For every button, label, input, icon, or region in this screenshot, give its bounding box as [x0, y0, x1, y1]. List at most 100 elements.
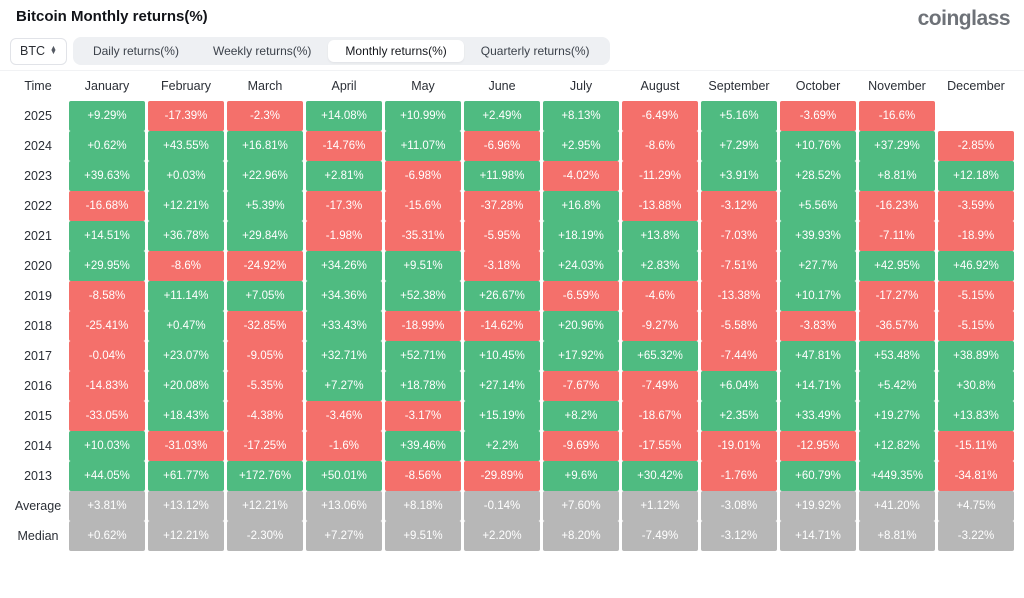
return-cell: +8.81% — [859, 521, 935, 551]
return-cell: +9.29% — [69, 101, 145, 131]
tab-quarterly[interactable]: Quarterly returns(%) — [480, 44, 590, 58]
return-cell: +8.13% — [543, 101, 619, 131]
return-cell: +36.78% — [148, 221, 224, 251]
time-column-header: Time — [24, 79, 52, 93]
returns-table: Time January February March April May June July… — [0, 70, 1024, 551]
return-cell: +14.08% — [306, 101, 382, 131]
return-cell: -3.22% — [938, 521, 1014, 551]
return-cell: -18.9% — [938, 221, 1014, 251]
row-label: 2021 — [24, 229, 52, 243]
return-cell: +39.63% — [69, 161, 145, 191]
return-cell: -17.25% — [227, 431, 303, 461]
return-cell: +42.95% — [859, 251, 935, 281]
return-cell: -5.35% — [227, 371, 303, 401]
return-cell: +0.03% — [148, 161, 224, 191]
return-cell: +14.71% — [780, 521, 856, 551]
return-cell: +61.77% — [148, 461, 224, 491]
return-cell: -1.76% — [701, 461, 777, 491]
return-cell: +5.56% — [780, 191, 856, 221]
return-cell: +2.49% — [464, 101, 540, 131]
return-cell: +7.27% — [306, 521, 382, 551]
tab-weekly[interactable]: Weekly returns(%) — [212, 44, 312, 58]
month-column-header: November — [868, 79, 926, 93]
table-row: 2017 -0.04% +23.07% -9.05% +32.71% +52.71% +10… — [10, 341, 1014, 371]
return-cell: -6.49% — [622, 101, 698, 131]
return-cell: +41.20% — [859, 491, 935, 521]
return-cell: +18.19% — [543, 221, 619, 251]
return-cell: -14.83% — [69, 371, 145, 401]
return-cell: -35.31% — [385, 221, 461, 251]
return-cell: -6.59% — [543, 281, 619, 311]
return-cell: -5.95% — [464, 221, 540, 251]
return-cell: +27.14% — [464, 371, 540, 401]
row-label: 2017 — [24, 349, 52, 363]
return-cell: +24.03% — [543, 251, 619, 281]
return-cell: -3.12% — [701, 521, 777, 551]
row-label: 2022 — [24, 199, 52, 213]
return-cell: -7.67% — [543, 371, 619, 401]
return-cell: -5.58% — [701, 311, 777, 341]
row-label: 2015 — [24, 409, 52, 423]
return-cell: +34.26% — [306, 251, 382, 281]
return-cell: +47.81% — [780, 341, 856, 371]
return-cell: +6.04% — [701, 371, 777, 401]
row-label: 2018 — [24, 319, 52, 333]
row-label: 2025 — [24, 109, 52, 123]
return-cell: +10.03% — [69, 431, 145, 461]
return-cell: +3.91% — [701, 161, 777, 191]
return-cell: -7.49% — [622, 371, 698, 401]
row-label: 2023 — [24, 169, 52, 183]
return-cell: +5.16% — [701, 101, 777, 131]
return-cell: +30.8% — [938, 371, 1014, 401]
return-cell: -3.83% — [780, 311, 856, 341]
return-cell: -13.38% — [701, 281, 777, 311]
return-cell: +13.83% — [938, 401, 1014, 431]
return-cell: -34.81% — [938, 461, 1014, 491]
row-label: 2020 — [24, 259, 52, 273]
return-cell: +29.95% — [69, 251, 145, 281]
return-cell: -2.3% — [227, 101, 303, 131]
return-cell: -13.88% — [622, 191, 698, 221]
month-column-header: July — [569, 79, 593, 93]
return-cell: +52.71% — [385, 341, 461, 371]
return-cell: -5.15% — [938, 281, 1014, 311]
return-cell: -6.98% — [385, 161, 461, 191]
row-label: Median — [17, 529, 59, 543]
return-cell: -4.38% — [227, 401, 303, 431]
return-cell: +20.08% — [148, 371, 224, 401]
return-cell: +13.12% — [148, 491, 224, 521]
tab-monthly[interactable]: Monthly returns(%) — [328, 40, 464, 62]
return-cell: +1.12% — [622, 491, 698, 521]
return-cell: -18.99% — [385, 311, 461, 341]
tab-daily[interactable]: Daily returns(%) — [92, 44, 179, 58]
month-column-header: December — [947, 79, 1005, 93]
return-cell: -17.55% — [622, 431, 698, 461]
return-cell: -36.57% — [859, 311, 935, 341]
return-cell: -32.85% — [227, 311, 303, 341]
return-cell: +44.05% — [69, 461, 145, 491]
table-row: 2025 +9.29% -17.39% -2.3% +14.08% +10.99% +2.4… — [10, 101, 1014, 131]
return-cell: +7.27% — [306, 371, 382, 401]
asset-selector[interactable]: BTC ▲ ▼ — [10, 37, 67, 65]
row-label: 2016 — [24, 379, 52, 393]
return-cell: -17.27% — [859, 281, 935, 311]
return-cell: +33.43% — [306, 311, 382, 341]
table-header-row: Time January February March April May June July… — [10, 73, 1014, 99]
table-row: Median +0.62% +12.21% -2.30% +7.27% +9.51% +2.… — [10, 521, 1014, 551]
return-cell: -6.96% — [464, 131, 540, 161]
returns-tabbar: Daily returns(%) Weekly returns(%) Monthly… — [72, 37, 610, 65]
return-cell: -3.08% — [701, 491, 777, 521]
return-cell: +16.81% — [227, 131, 303, 161]
table-row: 2015 -33.05% +18.43% -4.38% -3.46% -3.17% +15.… — [10, 401, 1014, 431]
return-cell: +53.48% — [859, 341, 935, 371]
row-label: 2024 — [24, 139, 52, 153]
return-cell: -2.30% — [227, 521, 303, 551]
return-cell: +20.96% — [543, 311, 619, 341]
return-cell: +26.67% — [464, 281, 540, 311]
coinglass-logo: coinglass — [917, 7, 1011, 30]
top-bar: Bitcoin Monthly returns(%) coinglass — [0, 0, 1024, 34]
table-row: 2013 +44.05% +61.77% +172.76% +50.01% -8.56% -… — [10, 461, 1014, 491]
page-title: Bitcoin Monthly returns(%) — [16, 8, 208, 25]
return-cell: -4.02% — [543, 161, 619, 191]
return-cell: +12.82% — [859, 431, 935, 461]
